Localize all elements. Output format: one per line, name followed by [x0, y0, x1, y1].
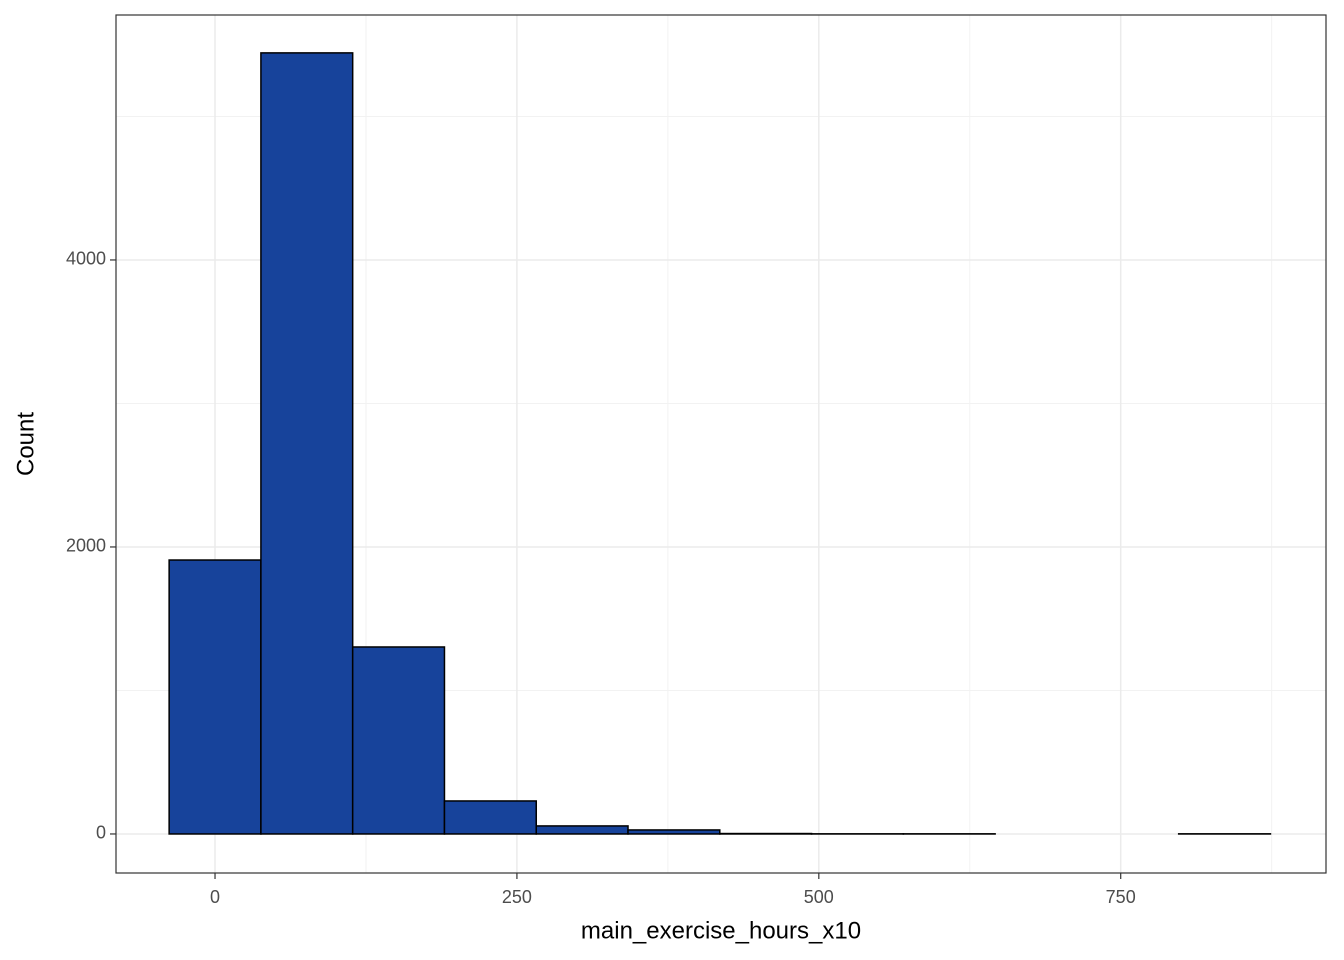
bar: [168, 559, 262, 835]
x-tick-label: 500: [804, 887, 834, 907]
grid: [116, 15, 1326, 873]
x-tick-label: 250: [502, 887, 532, 907]
bar: [351, 646, 446, 835]
y-tick-label: 4000: [66, 249, 106, 269]
y-axis-title: Count: [12, 412, 39, 476]
bars: [168, 52, 1272, 835]
x-tick-label: 0: [210, 887, 220, 907]
x-tick-label: 750: [1106, 887, 1136, 907]
y-tick-label: 2000: [66, 536, 106, 556]
y-tick-label: 0: [96, 823, 106, 843]
x-axis-title: main_exercise_hours_x10: [581, 917, 861, 944]
bar: [443, 800, 537, 835]
panel-border: [115, 14, 1327, 874]
bar: [627, 829, 721, 835]
bar: [535, 825, 629, 835]
bar: [260, 52, 354, 835]
